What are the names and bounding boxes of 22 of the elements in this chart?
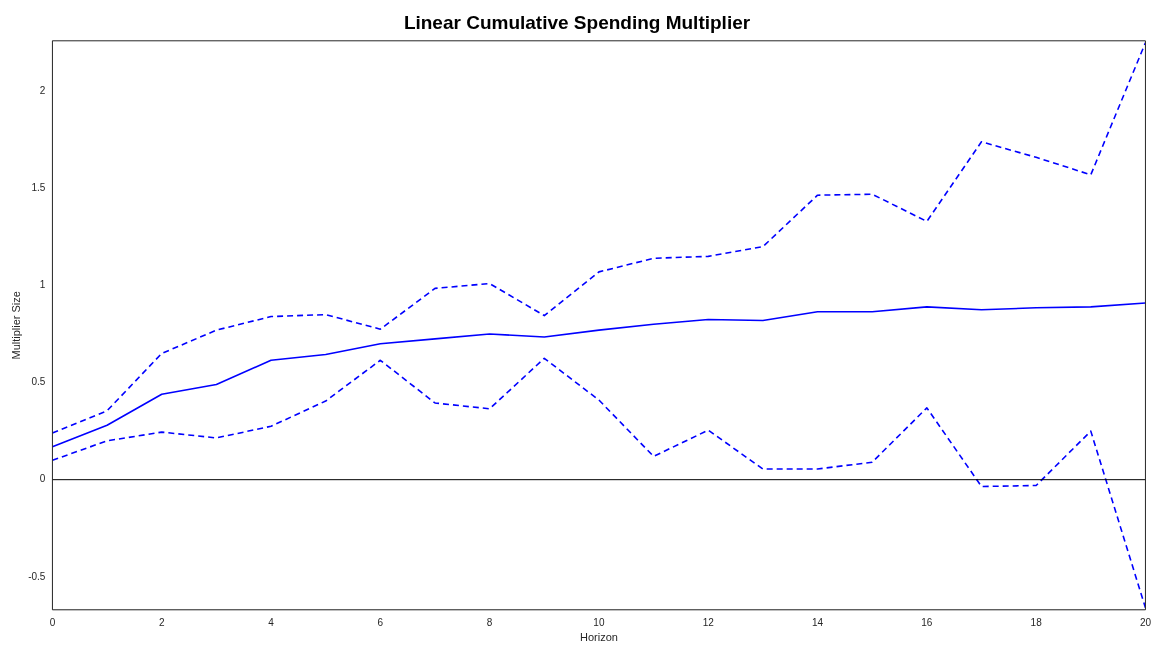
x-tick-label: 4 [268,616,275,628]
x-axis-title: Horizon [579,631,618,644]
x-tick-label: 20 [1139,616,1152,628]
x-tick-label: 16 [921,616,933,628]
chart-title: Linear Cumulative Spending Multiplier [403,11,751,33]
x-tick-label: 14 [811,616,824,628]
y-tick-label: 1 [39,279,46,291]
x-tick-label: 18 [1030,616,1043,628]
x-tick-label: 0 [49,616,56,628]
line-series [52,357,1146,609]
y-tick-label: 0 [39,473,46,485]
line-series [52,41,1146,434]
x-tick-label: 10 [593,616,605,628]
y-tick-label: 0.5 [31,376,46,388]
y-tick-label: 2 [39,85,46,97]
x-tick-label: 8 [486,616,493,628]
x-tick-label: 6 [377,616,384,628]
y-tick-label: 1.5 [31,182,46,194]
y-axis-title: Multiplier Size [9,291,22,360]
x-tick-label: 12 [702,616,715,628]
x-tick-label: 2 [158,616,165,628]
y-tick-label: -0.5 [28,570,46,582]
